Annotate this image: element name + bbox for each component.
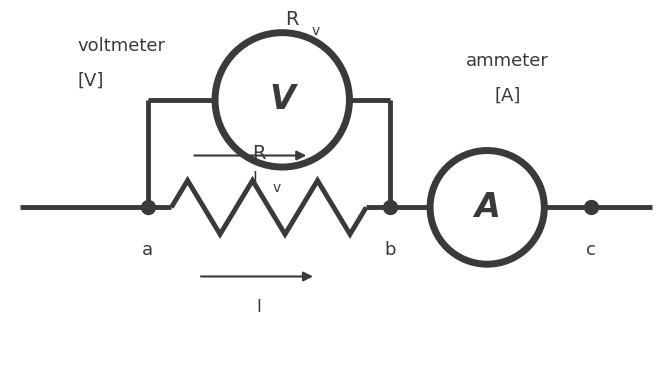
Text: voltmeter: voltmeter: [77, 37, 165, 55]
Text: A: A: [474, 191, 500, 224]
Text: v: v: [272, 181, 280, 195]
Text: [V]: [V]: [77, 72, 103, 89]
Point: [142, 204, 153, 210]
Point: [384, 204, 395, 210]
Text: R: R: [252, 144, 265, 163]
Text: I: I: [252, 170, 257, 187]
Text: I: I: [256, 298, 261, 316]
Text: b: b: [384, 241, 396, 258]
Text: a: a: [142, 241, 153, 258]
Text: V: V: [269, 83, 295, 116]
Text: ammeter: ammeter: [466, 53, 549, 70]
Text: v: v: [311, 24, 319, 38]
Text: [A]: [A]: [494, 87, 521, 105]
Text: c: c: [587, 241, 596, 258]
Text: R: R: [286, 10, 299, 29]
Point: [586, 204, 597, 210]
